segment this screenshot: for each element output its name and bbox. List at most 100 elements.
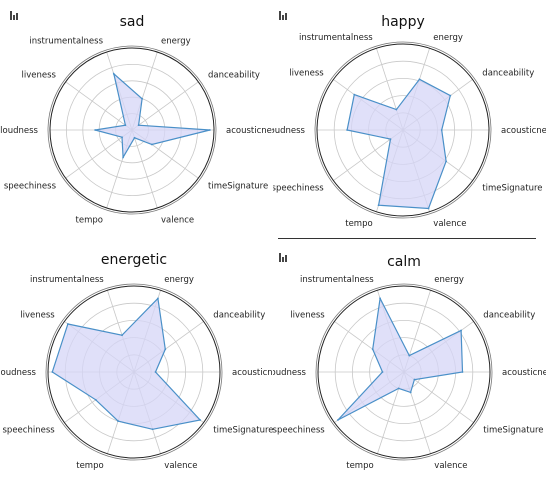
data-point-instrumentalness xyxy=(395,108,398,111)
data-point-liveness xyxy=(353,93,356,96)
axis-label-acousticness: acousticness xyxy=(501,126,546,136)
axis-label-valence: valence xyxy=(164,461,197,471)
axis-label-liveness: liveness xyxy=(22,71,57,81)
axis-label-tempo: tempo xyxy=(76,461,103,471)
data-point-tempo xyxy=(377,204,380,207)
section-divider xyxy=(278,238,536,239)
bar-chart-icon[interactable] xyxy=(10,11,19,20)
outer-ring xyxy=(317,285,491,459)
outer-ring xyxy=(49,47,215,213)
chart-title: energetic xyxy=(101,252,167,268)
spoke-line xyxy=(131,81,199,131)
axis-label-danceability: danceability xyxy=(213,310,265,320)
axis-label-tempo: tempo xyxy=(346,461,373,471)
data-point-valence xyxy=(409,391,412,394)
outer-ring-edge xyxy=(314,41,492,219)
data-point-danceability xyxy=(460,329,462,332)
data-point-loudness xyxy=(346,129,348,131)
axis-label-liveness: liveness xyxy=(290,310,325,320)
axis-label-danceability: danceability xyxy=(208,71,260,81)
outer-ring-edge xyxy=(315,283,493,461)
radar-chart-calm: calm acousticness danceability energy instru… xyxy=(273,254,546,471)
axis-label-loudness: loudness xyxy=(273,126,306,136)
axis-label-time-signature: timeSignature xyxy=(213,426,273,436)
data-point-instrumentalness xyxy=(121,334,123,337)
data-point-valence xyxy=(151,428,154,431)
data-point-instrumentalness xyxy=(379,297,381,300)
data-point-time-signature xyxy=(413,378,416,381)
data-point-energy xyxy=(157,297,159,300)
spoke-line xyxy=(65,129,133,179)
axis-label-speechiness: speechiness xyxy=(273,184,324,194)
axis-label-speechiness: speechiness xyxy=(273,426,325,436)
axis-label-loudness: loudness xyxy=(0,126,38,136)
bar-chart-icon[interactable] xyxy=(279,253,288,262)
axis-label-time-signature: timeSignature xyxy=(482,184,542,194)
data-point-energy xyxy=(408,354,411,357)
outer-ring-edge xyxy=(45,283,223,461)
data-point-valence xyxy=(427,207,430,210)
data-point-liveness xyxy=(371,348,374,351)
series-area xyxy=(51,297,202,430)
data-point-speechiness xyxy=(389,138,392,140)
axis-label-instrumentalness: instrumentalness xyxy=(29,37,103,47)
data-point-speechiness xyxy=(121,136,123,139)
data-point-speechiness xyxy=(94,398,97,401)
axis-label-instrumentalness: instrumentalness xyxy=(299,33,373,43)
axis-label-energy: energy xyxy=(433,33,463,43)
spoke-line xyxy=(65,81,133,131)
data-point-danceability xyxy=(137,124,140,127)
data-point-energy xyxy=(418,78,421,81)
chart-title: sad xyxy=(120,14,145,30)
data-point-danceability xyxy=(164,348,167,351)
axis-label-acousticness: acousticness xyxy=(226,126,273,136)
outer-ring xyxy=(316,43,490,217)
axis-label-valence: valence xyxy=(434,461,467,471)
data-point-tempo xyxy=(117,420,119,422)
spoke-line xyxy=(403,371,474,423)
data-point-time-signature xyxy=(151,143,153,146)
bar-chart-icon[interactable] xyxy=(279,11,288,20)
radar-chart-happy: happy acousticness danceability energy instr… xyxy=(273,14,546,229)
axis-label-speechiness: speechiness xyxy=(4,181,57,191)
data-point-energy xyxy=(141,97,144,100)
axis-label-instrumentalness: instrumentalness xyxy=(30,275,104,285)
data-point-acousticness xyxy=(209,129,211,131)
data-point-liveness xyxy=(67,323,69,325)
data-point-danceability xyxy=(449,94,452,97)
axis-label-speechiness: speechiness xyxy=(3,426,56,436)
spoke-line xyxy=(131,129,158,209)
axis-label-instrumentalness: instrumentalness xyxy=(300,275,374,285)
outer-ring-edge xyxy=(47,45,217,215)
axis-label-valence: valence xyxy=(433,219,466,229)
data-point-acousticness xyxy=(440,129,443,131)
radar-chart-sad: sad acousticness danceability energy instrum… xyxy=(0,14,273,225)
data-point-time-signature xyxy=(199,419,201,421)
axis-label-tempo: tempo xyxy=(345,219,372,229)
data-point-acousticness xyxy=(154,371,157,373)
data-point-loudness xyxy=(51,371,54,373)
axis-label-liveness: liveness xyxy=(289,68,324,78)
data-point-liveness xyxy=(124,124,127,127)
data-point-time-signature xyxy=(445,160,448,163)
axis-label-time-signature: timeSignature xyxy=(483,426,543,436)
series-area xyxy=(337,296,464,421)
data-point-instrumentalness xyxy=(112,72,115,75)
axis-label-loudness: loudness xyxy=(273,368,307,378)
data-point-speechiness xyxy=(337,419,339,421)
data-point-tempo xyxy=(122,156,125,159)
chart-title: happy xyxy=(381,14,425,30)
axis-label-time-signature: timeSignature xyxy=(208,181,268,191)
radar-chart-energetic: energetic acousticness danceability energy i… xyxy=(0,252,273,471)
data-point-loudness xyxy=(94,129,96,131)
axis-label-danceability: danceability xyxy=(482,68,534,78)
axis-label-danceability: danceability xyxy=(483,310,535,320)
axis-label-tempo: tempo xyxy=(76,215,103,225)
axis-label-liveness: liveness xyxy=(20,310,55,320)
data-point-tempo xyxy=(397,387,400,390)
series-area xyxy=(346,78,451,210)
data-point-acousticness xyxy=(461,371,464,373)
axis-label-energy: energy xyxy=(434,275,464,285)
chart-title: calm xyxy=(387,254,421,270)
axis-label-loudness: loudness xyxy=(0,368,37,378)
